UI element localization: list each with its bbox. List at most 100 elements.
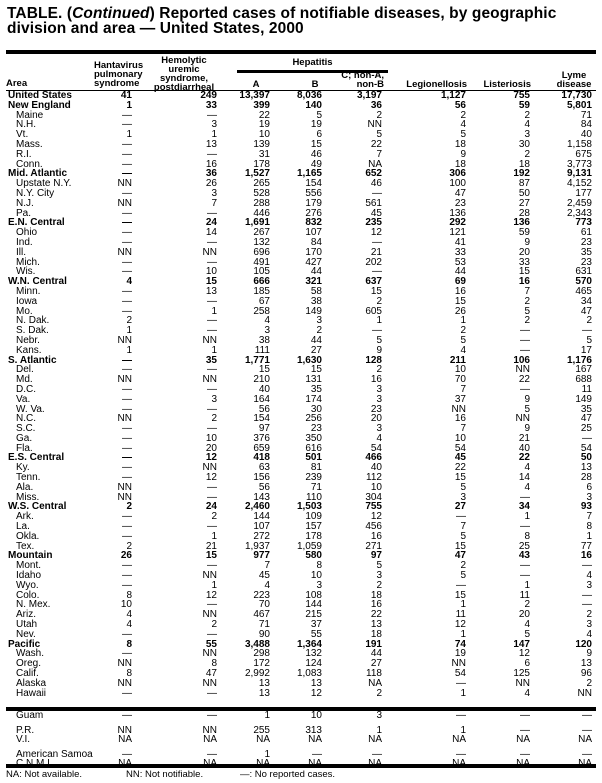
value-cell: 26 xyxy=(120,550,132,562)
value-cell: — xyxy=(122,354,132,366)
value-cell: 3 xyxy=(586,619,592,631)
value-cell: — xyxy=(122,158,132,170)
table-row: Utah 4 2 71 37 13 12 4 3 xyxy=(6,620,596,630)
value-cell: 12 xyxy=(205,589,217,601)
value-cell: — xyxy=(456,748,466,760)
region-row: New England 1 33 399 140 36 56 59 5,801 xyxy=(6,99,596,111)
area-cell: Miss. xyxy=(16,491,40,503)
value-cell: 108 xyxy=(305,589,322,601)
value-cell: — xyxy=(207,599,217,611)
area-cell: Alaska xyxy=(16,677,47,689)
value-cell: — xyxy=(122,207,132,219)
area-cell: Ind. xyxy=(16,236,33,248)
value-cell: — xyxy=(122,648,132,660)
table-row: N. Dak. 2 — 4 3 1 1 2 2 xyxy=(6,316,596,326)
value-cell: — xyxy=(122,462,132,474)
footnote-na: NA: Not available. xyxy=(6,769,83,780)
value-cell: 105 xyxy=(253,266,270,278)
value-cell: 81 xyxy=(310,462,322,474)
table-row: Tex. 2 21 1,937 1,059 271 15 25 77 xyxy=(6,540,596,552)
value-cell: 2 xyxy=(376,579,382,591)
table-row: Fla. — 20 659 616 54 54 40 54 xyxy=(6,442,596,454)
area-cell: Utah xyxy=(16,619,38,631)
area-cell: Nebr. xyxy=(16,334,40,346)
value-cell: 2 xyxy=(524,295,530,307)
area-cell: Wyo. xyxy=(16,579,39,591)
region-row: United States 41 249 13,397 8,036 3,197 1,127 7… xyxy=(6,91,596,101)
value-cell: 3 xyxy=(316,579,322,591)
value-cell: 570 xyxy=(575,276,592,288)
bottom-rule xyxy=(6,764,596,768)
value-cell: 2 xyxy=(126,501,132,513)
value-cell: NN xyxy=(202,462,217,474)
value-cell: 467 xyxy=(253,609,270,621)
value-cell: 4 xyxy=(264,315,270,327)
value-cell: NA xyxy=(368,733,382,745)
value-cell: NA xyxy=(516,733,530,745)
value-cell: 174 xyxy=(305,393,322,405)
table-row: Va. — 3 164 174 3 37 9 149 xyxy=(6,393,596,405)
value-cell: — xyxy=(207,256,217,268)
value-cell: 25 xyxy=(518,540,530,552)
value-cell: 210 xyxy=(253,374,270,386)
value-cell: 5 xyxy=(460,481,466,493)
value-cell: 1 xyxy=(211,579,217,591)
value-cell: 2 xyxy=(524,599,530,611)
value-cell: 288 xyxy=(253,197,270,209)
value-cell: 15 xyxy=(454,472,466,484)
value-cell: 25 xyxy=(580,423,592,435)
area-cell: Va. xyxy=(16,393,31,405)
value-cell: 118 xyxy=(366,668,382,680)
value-cell: — xyxy=(122,423,132,435)
value-cell: 13 xyxy=(370,619,382,631)
value-cell: 26 xyxy=(205,178,217,190)
value-cell: 1,527 xyxy=(244,168,270,180)
value-cell: — xyxy=(122,403,132,415)
value-cell: 10 xyxy=(454,364,466,376)
value-cell: 93 xyxy=(580,501,592,513)
value-cell: 70 xyxy=(454,374,466,386)
value-cell: 59 xyxy=(518,99,530,111)
value-cell: 2 xyxy=(376,295,382,307)
value-cell: 5 xyxy=(376,334,382,346)
table-row: W. Va. — — 56 30 23 NN 5 35 xyxy=(6,403,596,415)
area-cell: Idaho xyxy=(16,570,42,582)
table-row: Ga. — 10 376 350 4 10 21 — xyxy=(6,433,596,444)
value-cell: NA xyxy=(452,733,466,745)
value-cell: 4 xyxy=(524,687,530,699)
value-cell: 292 xyxy=(449,217,466,229)
area-cell: Ala. xyxy=(16,481,34,493)
table-row: Minn. — 13 185 58 15 16 7 465 xyxy=(6,287,596,297)
table-row: Hawaii — — 13 12 2 1 4 NN xyxy=(6,687,596,699)
table-row: N.H. — 3 19 19 NN 4 4 84 xyxy=(6,120,596,130)
value-cell: — xyxy=(207,710,217,721)
value-cell: 144 xyxy=(253,511,270,523)
area-cell: E.S. Central xyxy=(8,452,65,464)
value-cell: 6 xyxy=(524,658,530,670)
value-cell: 272 xyxy=(253,530,270,542)
value-cell: 35 xyxy=(205,354,217,366)
value-cell: 637 xyxy=(365,276,382,288)
value-cell: 2 xyxy=(376,364,382,376)
value-cell: 131 xyxy=(305,374,322,386)
value-cell: 54 xyxy=(454,442,466,454)
footnote-nn: NN: Not notifiable. xyxy=(126,769,204,780)
region-row: E.S. Central — 12 418 501 466 45 22 50 xyxy=(6,453,596,463)
value-cell: 1 xyxy=(264,748,270,760)
value-cell: 427 xyxy=(305,256,322,268)
value-cell: 18 xyxy=(454,158,466,170)
value-cell: 23 xyxy=(454,197,466,209)
area-cell: Iowa xyxy=(16,295,38,307)
value-cell: 2 xyxy=(460,325,466,337)
value-cell: 132 xyxy=(305,648,322,660)
area-cell: Pa. xyxy=(16,207,32,219)
value-cell: NN xyxy=(451,658,466,670)
value-cell: NA xyxy=(203,733,217,745)
value-cell: 1 xyxy=(264,710,270,721)
value-cell: 15 xyxy=(205,550,217,562)
area-cell: Nev. xyxy=(16,628,36,640)
value-cell: — xyxy=(582,748,592,760)
value-cell: 271 xyxy=(365,540,382,552)
value-cell: 3 xyxy=(586,491,592,503)
table-row: S.C. — — 97 23 3 7 9 25 xyxy=(6,424,596,434)
